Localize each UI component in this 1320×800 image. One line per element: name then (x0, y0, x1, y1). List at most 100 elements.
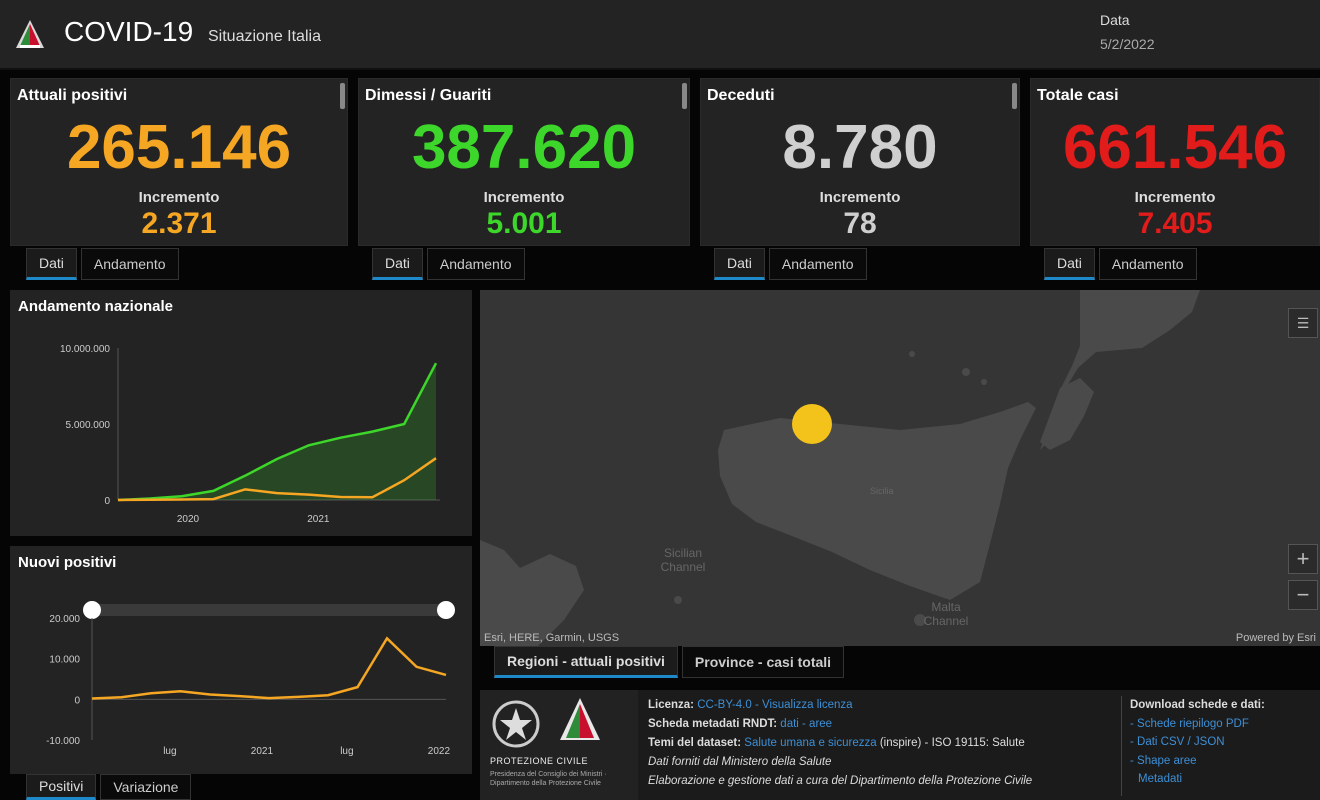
chart-title: Nuovi positivi (18, 554, 117, 571)
tab-andamento[interactable]: Andamento (1098, 248, 1197, 280)
kpi-tabs-attuali: Dati Andamento (26, 248, 183, 282)
x-tick-label: lug (340, 746, 353, 757)
x-tick-label: 2021 (251, 746, 274, 757)
kpi-increment-label: Incremento (1134, 189, 1216, 206)
emblem-text: PROTEZIONE CIVILE (490, 756, 589, 766)
map-powered-by[interactable]: Powered by Esri (1235, 632, 1316, 644)
y-tick-label: 20.000 (49, 614, 80, 625)
range-slider-track (92, 604, 446, 616)
kpi-title: Totale casi (1037, 87, 1119, 104)
tab-province[interactable]: Province - casi totali (681, 646, 845, 678)
x-tick-label: 2020 (177, 514, 200, 525)
kpi-attuali-positivi: Attuali positivi 265.146 Incremento 2.37… (10, 78, 348, 246)
tab-regioni[interactable]: Regioni - attuali positivi (494, 646, 678, 678)
download-link-shape[interactable]: - Shape aree (1130, 754, 1197, 767)
app-title: COVID-19 (64, 16, 194, 47)
map-tabs: Regioni - attuali positivi Province - ca… (494, 646, 848, 680)
y-tick-label: 10.000.000 (60, 344, 110, 355)
download-link-pdf[interactable]: - Schede riepilogo PDF (1130, 717, 1249, 730)
licenza-label: Licenza: (648, 699, 695, 711)
series-line (117, 457, 437, 502)
metadati-label: Scheda metadati RNDT: (648, 718, 778, 730)
footer-info: Licenza: CC-BY-4.0 - Visualizza licenza … (648, 696, 1118, 791)
footer: PROTEZIONE CIVILE Presidenza del Consigl… (480, 690, 1320, 800)
emblem-subtext: Presidenza del Consiglio dei Ministri · … (490, 771, 607, 787)
temi-rest: (inspire) - ISO 19115: Salute (879, 737, 1025, 749)
scrollbar[interactable] (1012, 83, 1017, 109)
temi-link[interactable]: Salute umana e sicurezza (744, 737, 877, 749)
map-label-sicilian-channel: Sicilian Channel (660, 546, 706, 574)
chart-title: Andamento nazionale (18, 298, 174, 315)
kpi-value: 8.780 (782, 113, 938, 182)
tab-dati[interactable]: Dati (1044, 248, 1095, 280)
scrollbar[interactable] (682, 83, 687, 109)
emblems: PROTEZIONE CIVILE Presidenza del Consigl… (480, 690, 638, 800)
nuovi-tabs: Positivi Variazione (26, 774, 195, 800)
nuovi-positivi-chart[interactable]: 20.000 10.000 0 -10.000 lug 2021 lug 2022 (10, 546, 472, 774)
tab-dati[interactable]: Dati (26, 248, 77, 280)
scrollbar[interactable] (340, 83, 345, 109)
tab-andamento[interactable]: Andamento (426, 248, 525, 280)
kpi-tabs-totale: Dati Andamento (1044, 248, 1201, 282)
zoom-in-button[interactable]: + (1288, 544, 1318, 574)
kpi-value: 661.546 (1062, 113, 1288, 182)
temi-label: Temi del dataset: (648, 737, 742, 749)
kpi-totale-casi: Totale casi 661.546 Incremento 7.405 (1030, 78, 1320, 246)
emblem-logos (492, 698, 600, 748)
tab-dati[interactable]: Dati (372, 248, 423, 280)
kpi-value: 387.620 (411, 113, 637, 182)
y-tick-label: 5.000.000 (66, 420, 111, 431)
tab-andamento[interactable]: Andamento (80, 248, 179, 280)
y-tick-label: -10.000 (46, 736, 80, 747)
map-view[interactable]: Sicilia Sicilian Channel Malta Channel ☰… (480, 290, 1320, 646)
header-bar: COVID-19 Situazione Italia Data 5/2/2022 (0, 0, 1320, 70)
kpi-title: Attuali positivi (17, 87, 128, 104)
footer-divider (1121, 696, 1122, 796)
series-area (118, 363, 436, 500)
tab-andamento[interactable]: Andamento (768, 248, 867, 280)
chart-panel-nazionale: Andamento nazionale 10.000.000 5.000.000 0… (10, 290, 472, 536)
x-tick-label: lug (163, 746, 176, 757)
kpi-increment-label: Incremento (819, 189, 901, 206)
zoom-out-button[interactable]: − (1288, 580, 1318, 610)
tab-positivi[interactable]: Positivi (26, 774, 97, 800)
range-slider-handle-left (83, 601, 101, 619)
kpi-deceduti: Deceduti 8.780 Incremento 78 (700, 78, 1020, 246)
dati-forniti: Dati forniti dal Ministero della Salute (648, 756, 832, 768)
x-tick-label: 2022 (428, 746, 451, 757)
tab-dati[interactable]: Dati (714, 248, 765, 280)
elaborazione: Elaborazione e gestione dati a cura del … (648, 775, 1033, 787)
kpi-dimessi-guariti: Dimessi / Guariti 387.620 Incremento 5.0… (358, 78, 690, 246)
y-tick-label: 0 (104, 496, 110, 507)
metadati-link[interactable]: dati - aree (780, 718, 833, 730)
download-link-csv[interactable]: - Dati CSV / JSON (1130, 736, 1225, 748)
chart-panel-nuovi: Nuovi positivi 20.000 10.000 0 -10.000 lug 20… (10, 546, 472, 774)
tab-variazione[interactable]: Variazione (100, 774, 192, 800)
date-value: 5/2/2022 (1100, 36, 1155, 52)
app-subtitle: Situazione Italia (208, 28, 321, 45)
download-section: Download schede e dati: - Schede riepilo… (1130, 696, 1320, 789)
kpi-increment-value: 5.001 (486, 207, 562, 240)
licenza-link[interactable]: CC-BY-4.0 - Visualizza licenza (697, 699, 853, 711)
kpi-increment-value: 78 (843, 207, 877, 240)
series-line (91, 636, 447, 700)
date-label: Data (1100, 12, 1130, 28)
palermo-bubble[interactable] (792, 404, 832, 444)
kpi-title: Deceduti (707, 87, 775, 104)
kpi-increment-label: Incremento (138, 189, 220, 206)
kpi-tabs-guariti: Dati Andamento (372, 248, 529, 282)
range-slider-handle-right (437, 601, 455, 619)
map-basemap (480, 290, 1200, 646)
andamento-nazionale-chart[interactable]: 10.000.000 5.000.000 0 2020 2021 (10, 290, 472, 536)
kpi-increment-value: 7.405 (1137, 207, 1213, 240)
download-title: Download schede e dati: (1130, 699, 1265, 711)
map-label-malta-channel: Malta Channel (923, 600, 969, 628)
legend-list-icon[interactable]: ☰ (1288, 308, 1318, 338)
series-line (117, 362, 438, 502)
download-link-metadati[interactable]: Metadati (1138, 773, 1183, 785)
kpi-value: 265.146 (66, 113, 292, 182)
kpi-title: Dimessi / Guariti (365, 87, 492, 104)
map-label-sicily: Sicilia (870, 486, 894, 496)
kpi-increment-value: 2.371 (141, 207, 217, 240)
